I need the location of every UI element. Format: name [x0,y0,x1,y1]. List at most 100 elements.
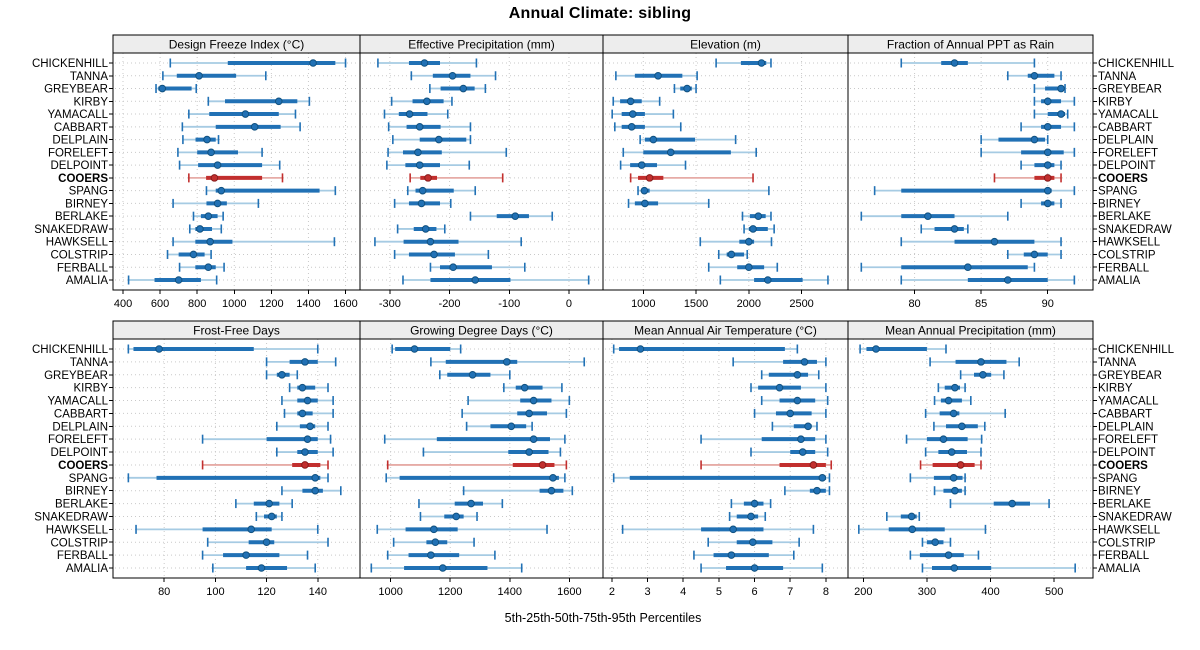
tick-label: 500 [1045,586,1063,598]
median-dot [949,409,958,418]
median-dot [1043,199,1052,208]
median-dot [654,71,662,80]
median-dot [627,123,636,131]
median-dot [1057,110,1065,118]
strip-title: Effective Precipitation (mm) [408,38,555,52]
median-dot [217,186,226,195]
median-dot [471,276,480,284]
median-dot [747,512,755,521]
tick-label: 8 [823,586,829,598]
median-dot [729,525,737,534]
median-dot [520,383,529,392]
station-label-left: CABBART [54,408,108,420]
panel-border [847,338,1094,579]
station-label-right: DELPLAIN [1098,421,1154,433]
station-label-right: DELPOINT [1098,447,1156,459]
median-dot [924,212,932,220]
station-label-left: DELPLAIN [52,421,108,433]
station-label-left: BIRNEY [65,198,108,210]
median-dot [641,199,649,208]
tick-label: -300 [379,298,401,310]
tick-label: 1600 [333,298,357,310]
median-dot [421,225,430,233]
median-dot [950,59,959,67]
tick-label: 4 [680,586,686,598]
median-dot [210,174,219,182]
median-dot [1030,250,1039,259]
median-dot [649,135,658,144]
station-label-right: SNAKEDRAW [1098,224,1172,236]
median-dot [793,396,802,405]
median-dot [213,199,222,208]
tick-label: 2 [609,586,615,598]
median-dot [507,422,516,431]
station-label-left: COLSTRIP [50,249,108,261]
median-dot [203,135,211,144]
station-label-right: BERLAKE [1098,499,1151,511]
median-dot [1003,276,1012,284]
median-dot [775,383,784,392]
median-dot [1008,499,1016,508]
station-label-left: CABBART [54,122,108,134]
median-dot [727,551,736,559]
median-dot [979,370,987,379]
station-label-left: SPANG [69,473,108,485]
median-dot [944,551,953,559]
median-dot [749,225,757,233]
station-label-left: DELPOINT [50,447,108,459]
median-dot [298,383,307,392]
median-dot [301,448,309,456]
tick-label: 1600 [557,586,581,598]
station-label-left: CHICKENHILL [32,344,109,356]
station-label-left: KIRBY [73,96,108,108]
median-dot [529,435,538,443]
median-dot [1057,84,1065,93]
station-label-left: COOERS [58,173,108,185]
median-dot [727,250,736,259]
median-dot [459,84,468,93]
median-dot [786,409,795,418]
median-dot [944,396,953,405]
station-label-right: CHICKENHILL [1098,344,1175,356]
tick-label: 1400 [498,586,522,598]
median-dot [438,564,447,572]
median-dot [414,148,422,157]
median-dot [750,499,759,508]
median-dot [636,345,645,353]
median-dot [278,370,286,379]
station-label-left: CHICKENHILL [32,58,109,70]
tick-label: 1200 [259,298,283,310]
station-label-right: FERBALL [1098,550,1150,562]
median-dot [626,97,635,106]
median-dot [525,448,533,456]
median-dot [511,212,520,220]
median-dot [196,225,204,233]
tick-label: 0 [566,298,572,310]
median-dot [503,358,511,366]
tick-label: 5 [716,586,722,598]
station-label-right: TANNA [1098,357,1136,369]
station-label-left: FORELEFT [48,147,108,159]
median-dot [1030,71,1039,80]
median-dot [431,538,440,547]
station-label-left: SNAKEDRAW [34,224,108,236]
median-dot [757,59,766,67]
median-dot [415,123,424,131]
median-dot [939,435,948,443]
median-dot [750,564,759,572]
station-label-left: YAMACALL [47,396,108,408]
tick-label: 1500 [684,298,708,310]
median-dot [990,237,999,246]
tick-label: 800 [188,298,206,310]
station-label-right: BIRNEY [1098,198,1141,210]
median-dot [947,448,956,456]
median-dot [745,263,753,272]
median-dot [748,538,757,547]
station-label-right: CABBART [1098,408,1152,420]
station-label-right: COOERS [1098,460,1148,472]
median-dot [204,212,213,220]
station-label-left: FERBALL [57,262,109,274]
tick-label: 7 [787,586,793,598]
median-dot [420,59,429,67]
tick-label: 1000 [222,298,246,310]
